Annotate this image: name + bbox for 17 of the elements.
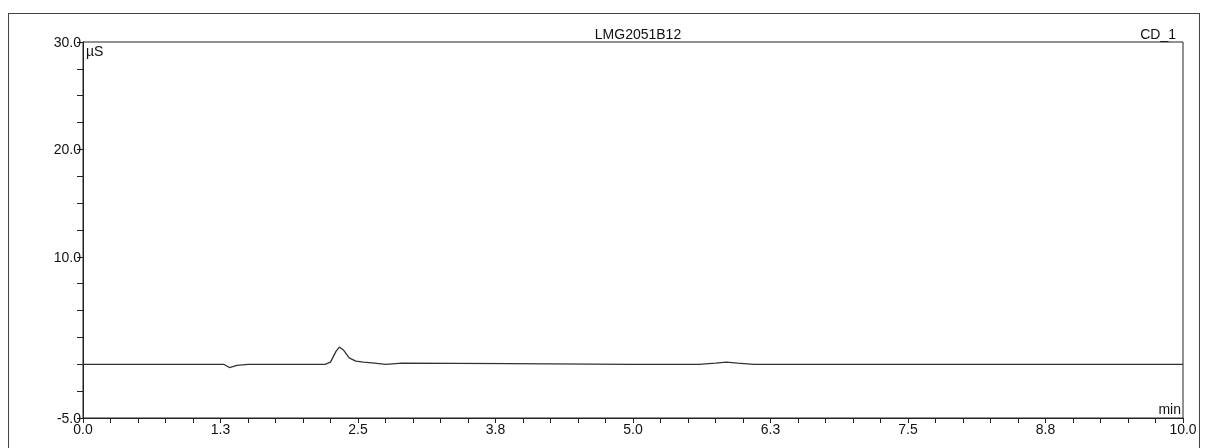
x-tick-label: 6.3 bbox=[760, 421, 781, 437]
y-tick-label: 20.0 bbox=[53, 141, 82, 158]
y-tick-label: 30.0 bbox=[53, 34, 82, 50]
y-axis-title: µS bbox=[86, 43, 104, 59]
chart-subtitle: CD_1 bbox=[1140, 26, 1177, 42]
y-tick-label: -5.0 bbox=[56, 410, 82, 426]
x-tick-label: 10.0 bbox=[1169, 421, 1197, 437]
x-tick-label: 3.8 bbox=[485, 421, 506, 437]
y-tick-label: 10.0 bbox=[53, 248, 82, 265]
x-tick-label: 8.8 bbox=[1035, 421, 1056, 437]
x-axis-title: min bbox=[1158, 401, 1181, 417]
x-tick-label: 5.0 bbox=[623, 421, 643, 437]
line-series bbox=[82, 346, 1184, 369]
x-tick-label: 1.3 bbox=[210, 421, 231, 437]
x-tick-label: 7.5 bbox=[898, 421, 918, 437]
x-tick-label: 2.5 bbox=[348, 421, 368, 437]
chart-title: LMG2051B12 bbox=[594, 26, 682, 42]
